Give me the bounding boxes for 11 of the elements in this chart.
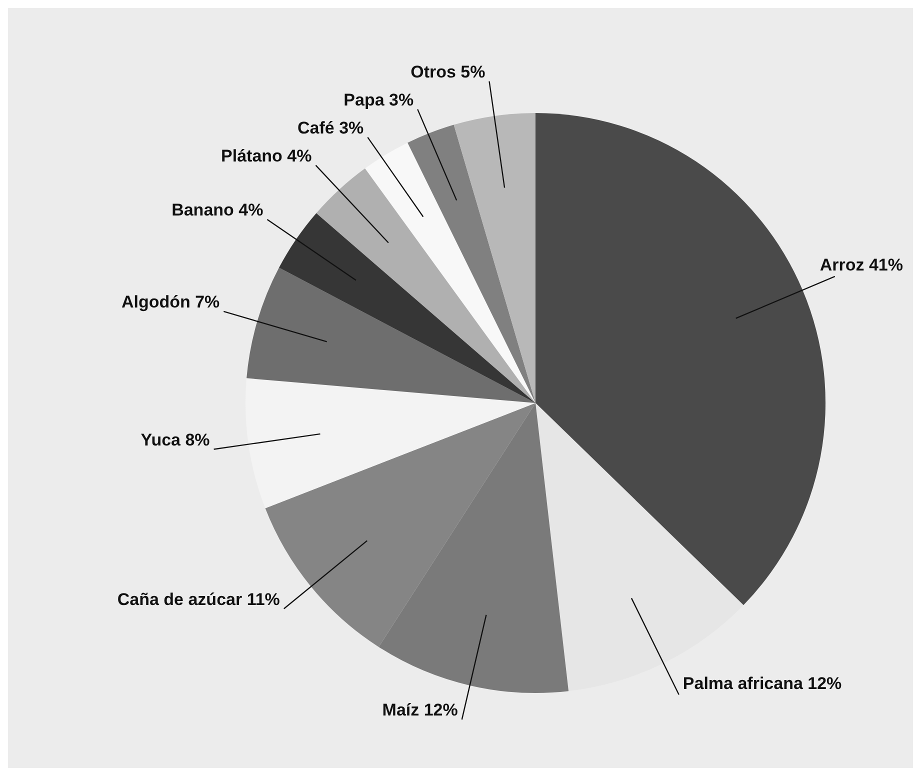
slice-label: Arroz 41% (820, 256, 903, 275)
slice-label: Banano 4% (172, 200, 264, 220)
slice-label: Papa 3% (344, 90, 414, 110)
slice-label: Algodón 7% (121, 292, 220, 312)
slice-label: Caña de azúcar 11% (117, 590, 280, 609)
slice-label: Palma africana 12% (682, 674, 842, 693)
slice-label: Maíz 12% (382, 700, 458, 720)
slice-label: Yuca 8% (140, 430, 210, 450)
slice-label: Café 3% (298, 118, 364, 138)
slice-label: Otros 5% (410, 62, 486, 82)
slice-label: Plátano 4% (221, 146, 312, 166)
